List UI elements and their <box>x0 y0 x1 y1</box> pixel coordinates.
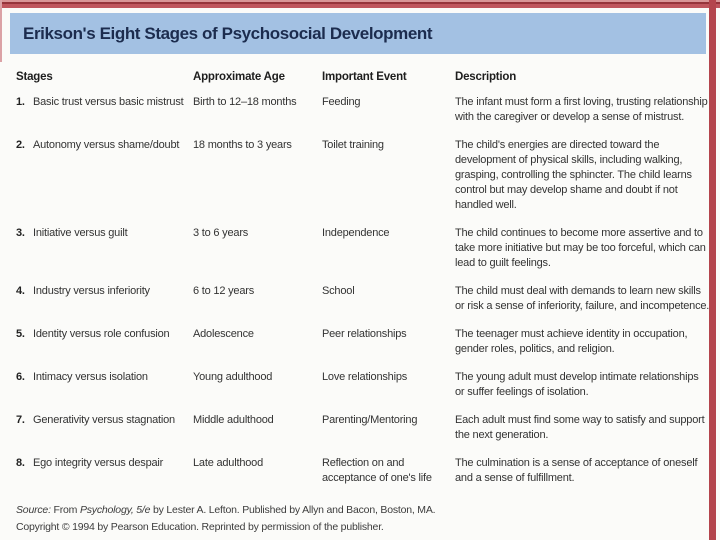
table-header-row: Stages Approximate Age Important Event D… <box>16 70 710 85</box>
age-cell: Adolescence <box>193 328 254 340</box>
figure-right-border <box>709 0 716 540</box>
column-header-description: Description <box>455 71 517 83</box>
event-cell: Love relationships <box>322 371 408 383</box>
table-row: 1. Basic trust versus basic mistrust Birth… <box>16 95 710 125</box>
stage-number: 2. <box>16 139 25 151</box>
age-cell: Middle adulthood <box>193 414 274 426</box>
stage-cell: 8. Ego integrity versus despair <box>16 456 193 486</box>
figure-credits: Source: From Psychology, 5/e by Lester A… <box>16 502 710 536</box>
description-cell: The young adult must develop intimate re… <box>455 371 699 398</box>
source-book-title: Psychology, 5/e <box>79 504 151 516</box>
stage-name: Initiative versus guilt <box>33 227 128 239</box>
figure-left-border <box>0 0 2 62</box>
figure-title: Erikson's Eight Stages of Psychosocial D… <box>23 24 433 43</box>
stage-name: Identity versus role confusion <box>33 328 170 340</box>
event-cell: Toilet training <box>322 139 384 151</box>
table-row: 3. Initiative versus guilt 3 to 6 years Ind… <box>16 226 710 271</box>
stage-name: Autonomy versus shame/doubt <box>33 139 180 151</box>
stage-cell: 7. Generativity versus stagnation <box>16 413 193 443</box>
table-row: 5. Identity versus role confusion Adolesce… <box>16 327 710 357</box>
stage-name: Industry versus inferiority <box>33 285 150 297</box>
description-cell: The child continues to become more asser… <box>455 227 706 269</box>
stage-name: Generativity versus stagnation <box>33 414 175 426</box>
stage-cell: 4. Industry versus inferiority <box>16 284 193 314</box>
column-header-age: Approximate Age <box>193 71 285 83</box>
age-cell: Birth to 12–18 months <box>193 96 297 108</box>
title-banner: Erikson's Eight Stages of Psychosocial D… <box>10 13 706 54</box>
description-cell: The teenager must achieve identity in oc… <box>455 328 688 355</box>
age-cell: Young adulthood <box>193 371 273 383</box>
event-cell: Peer relationships <box>322 328 407 340</box>
description-cell: The child must deal with demands to lear… <box>455 285 710 312</box>
age-cell: Late adulthood <box>193 457 263 469</box>
column-header-event: Important Event <box>322 71 407 83</box>
stage-cell: 3. Initiative versus guilt <box>16 226 193 271</box>
source-line: Source: From Psychology, 5/e by Lester A… <box>16 502 710 519</box>
stage-cell: 1. Basic trust versus basic mistrust <box>16 95 193 125</box>
source-rest: by Lester A. Lefton. Published by Allyn … <box>150 504 436 516</box>
column-header-stages: Stages <box>16 71 53 83</box>
table-row: 7. Generativity versus stagnation Middle a… <box>16 413 710 443</box>
stage-number: 1. <box>16 96 25 108</box>
table-body: 1. Basic trust versus basic mistrust Birth… <box>16 95 710 486</box>
event-cell: School <box>322 285 355 297</box>
age-cell: 3 to 6 years <box>193 227 249 239</box>
description-cell: The infant must form a first loving, tru… <box>455 96 708 123</box>
event-cell: Independence <box>322 227 390 239</box>
stage-name: Intimacy versus isolation <box>33 371 148 383</box>
age-cell: 18 months to 3 years <box>193 139 292 151</box>
stage-cell: 5. Identity versus role confusion <box>16 327 193 357</box>
stage-cell: 6. Intimacy versus isolation <box>16 370 193 400</box>
stage-cell: 2. Autonomy versus shame/doubt <box>16 138 193 213</box>
figure-top-border <box>0 0 720 8</box>
description-cell: The child's energies are directed toward… <box>455 139 692 211</box>
stage-number: 7. <box>16 414 25 426</box>
stage-name: Ego integrity versus despair <box>33 457 164 469</box>
stage-number: 6. <box>16 371 25 383</box>
event-cell: Parenting/Mentoring <box>322 414 418 426</box>
stage-number: 4. <box>16 285 25 297</box>
source-pre: From <box>50 504 80 516</box>
table-row: 8. Ego integrity versus despair Late adult… <box>16 456 710 486</box>
stage-number: 8. <box>16 457 25 469</box>
source-label: Source: <box>16 504 51 516</box>
table-row: 6. Intimacy versus isolation Young adultho… <box>16 370 710 400</box>
age-cell: 6 to 12 years <box>193 285 254 297</box>
table-row: 4. Industry versus inferiority 6 to 12 yea… <box>16 284 710 314</box>
event-cell: Feeding <box>322 96 361 108</box>
description-cell: Each adult must find some way to satisfy… <box>455 414 705 441</box>
event-cell: Reflection on and acceptance of one's li… <box>322 457 432 484</box>
copyright-line: Copyright © 1994 by Pearson Education. R… <box>16 521 384 533</box>
stage-number: 5. <box>16 328 25 340</box>
stage-name: Basic trust versus basic mistrust <box>33 96 184 108</box>
table-row: 2. Autonomy versus shame/doubt 18 months t… <box>16 138 710 213</box>
description-cell: The culmination is a sense of acceptance… <box>455 457 698 484</box>
stage-number: 3. <box>16 227 25 239</box>
stages-table: Stages Approximate Age Important Event D… <box>16 70 710 536</box>
